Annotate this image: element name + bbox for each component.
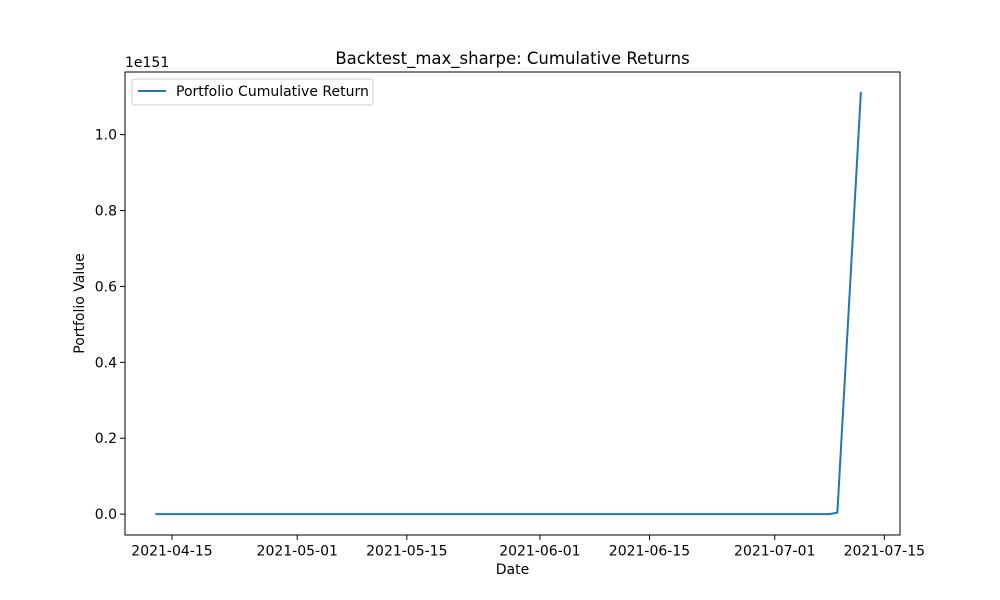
y-tick-label: 0.6 [95, 279, 117, 295]
series-layer [155, 91, 862, 516]
y-tick-label: 0.0 [95, 507, 117, 523]
y-tick-label: 0.8 [95, 204, 117, 220]
legend: Portfolio Cumulative Return [131, 78, 374, 106]
plot-area-frame [124, 71, 901, 536]
x-tick-label: 2021-07-15 [844, 544, 925, 560]
y-axis-label: Portfolio Value [72, 253, 88, 354]
x-tick-label: 2021-07-01 [734, 544, 815, 560]
x-axis-label: Date [496, 562, 529, 578]
x-axis-ticks: 2021-04-15 2021-05-01 2021-05-15 2021-06-01… [131, 535, 925, 560]
y-tick-label: 1.0 [95, 128, 117, 144]
chart-title: Backtest_max_sharpe: Cumulative Returns [335, 49, 689, 69]
x-tick-label: 2021-05-15 [366, 544, 447, 560]
y-offset-label: 1e151 [125, 55, 169, 71]
x-tick-label: 2021-04-15 [131, 544, 212, 560]
x-tick-label: 2021-05-01 [257, 544, 338, 560]
series-line-portfolio-cumulative-return [155, 91, 862, 516]
y-axis-ticks: 0.0 0.2 0.4 0.6 0.8 1.0 [95, 128, 125, 523]
x-tick-label: 2021-06-01 [499, 544, 580, 560]
x-tick-label: 2021-06-15 [609, 544, 690, 560]
legend-entry-portfolio-cumulative-return: Portfolio Cumulative Return [176, 84, 369, 100]
y-tick-label: 0.4 [95, 355, 117, 371]
y-tick-label: 0.2 [95, 431, 117, 447]
legend-box [131, 78, 374, 106]
